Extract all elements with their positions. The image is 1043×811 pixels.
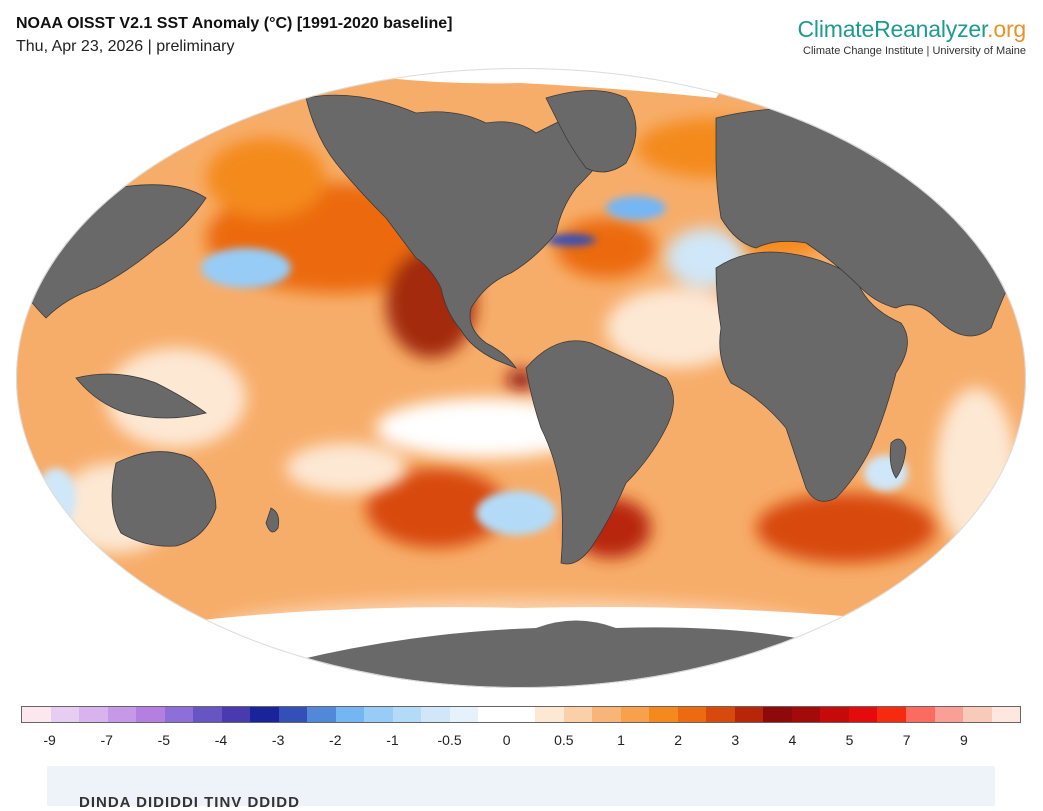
legend-swatch [791, 707, 821, 722]
legend-swatch [392, 707, 422, 722]
legend-tick-label: -9 [43, 732, 56, 748]
legend-swatch [649, 707, 678, 722]
legend-swatch [905, 707, 935, 722]
legend-tick-label: -1 [386, 732, 399, 748]
legend-swatch [934, 707, 964, 722]
legend-tick-label: -4 [214, 732, 228, 748]
legend-swatch [449, 707, 479, 722]
legend-swatch [136, 707, 165, 722]
new-zealand [265, 507, 280, 533]
legend-tick-label: -5 [157, 732, 171, 748]
legend-swatch [278, 707, 308, 722]
bottom-panel: DINDA DIDIDDI TINV DDIDD [47, 766, 995, 811]
legend-swatch [820, 707, 849, 722]
legend-swatch [677, 707, 707, 722]
legend-tick-label: 4 [788, 732, 797, 748]
legend-tick-label: -7 [100, 732, 113, 748]
bottom-panel-text: DINDA DIDIDDI TINV DDIDD [79, 794, 300, 811]
legend-tick-label: 2 [674, 732, 683, 748]
north-america [305, 94, 622, 369]
brand-block[interactable]: ClimateReanalyzer.org Climate Change Ins… [797, 16, 1027, 57]
legend-swatch [164, 707, 194, 722]
map-svg [16, 68, 1026, 688]
legend-swatch [107, 707, 137, 722]
legend-swatch [991, 707, 1021, 722]
brand-logo-part2: Reanalyzer [874, 16, 988, 42]
south-america [525, 340, 674, 565]
legend-swatch [364, 707, 393, 722]
australia [111, 451, 217, 547]
greenland [545, 90, 637, 173]
legend-tick-label: -2 [329, 732, 342, 748]
legend-swatch [193, 707, 222, 722]
legend-tick-label: 3 [731, 732, 740, 748]
brand-logo-part1: Climate [797, 16, 875, 42]
legend-swatch [421, 707, 450, 722]
madagascar [889, 438, 907, 479]
legend-swatch [506, 707, 536, 722]
legend-swatch [79, 707, 108, 722]
legend-tick-label: 0 [502, 732, 511, 748]
color-legend-bar [21, 706, 1021, 723]
legend-swatch [763, 707, 792, 722]
legend-swatch [963, 707, 992, 722]
globe-outline [16, 68, 1026, 688]
page-title: NOAA OISST V2.1 SST Anomaly (°C) [1991-2… [16, 15, 453, 32]
legend-swatch [535, 707, 564, 722]
legend-tick-label: -0.5 [437, 732, 462, 748]
legend-tick-label: 9 [959, 732, 968, 748]
legend-swatch [250, 707, 279, 722]
legend-swatch [22, 707, 51, 722]
legend-swatch [620, 707, 650, 722]
legend-swatch [563, 707, 593, 722]
brand-logo-part3: .org [987, 16, 1026, 42]
sst-anomaly-map [16, 68, 1027, 688]
legend-swatch [592, 707, 621, 722]
legend-tick-label: 5 [845, 732, 854, 748]
legend-swatch [307, 707, 336, 722]
legend-swatch [221, 707, 251, 722]
legend-tick-label: 7 [902, 732, 911, 748]
legend-swatch [335, 707, 365, 722]
date-line: Thu, Apr 23, 2026 | preliminary [16, 38, 235, 55]
legend-swatch [734, 707, 764, 722]
brand-subtitle: Climate Change Institute | University of… [803, 45, 1026, 57]
legend-tick-label: 0.5 [554, 732, 574, 748]
brand-logo[interactable]: ClimateReanalyzer.org [797, 16, 1027, 43]
maritime-continent [75, 373, 207, 419]
legend-swatch [50, 707, 80, 722]
legend-swatch [848, 707, 878, 722]
legend-swatch [706, 707, 735, 722]
legend-swatch [877, 707, 906, 722]
legend-swatch [478, 707, 507, 722]
legend-tick-label: 1 [617, 732, 625, 748]
legend-tick-label: -3 [271, 732, 285, 748]
color-legend-ticks: -9 -7 -5 -4 -3 -2 -1 -0.5 0 0.5 1 2 3 4 5 7 9 [21, 732, 1021, 750]
